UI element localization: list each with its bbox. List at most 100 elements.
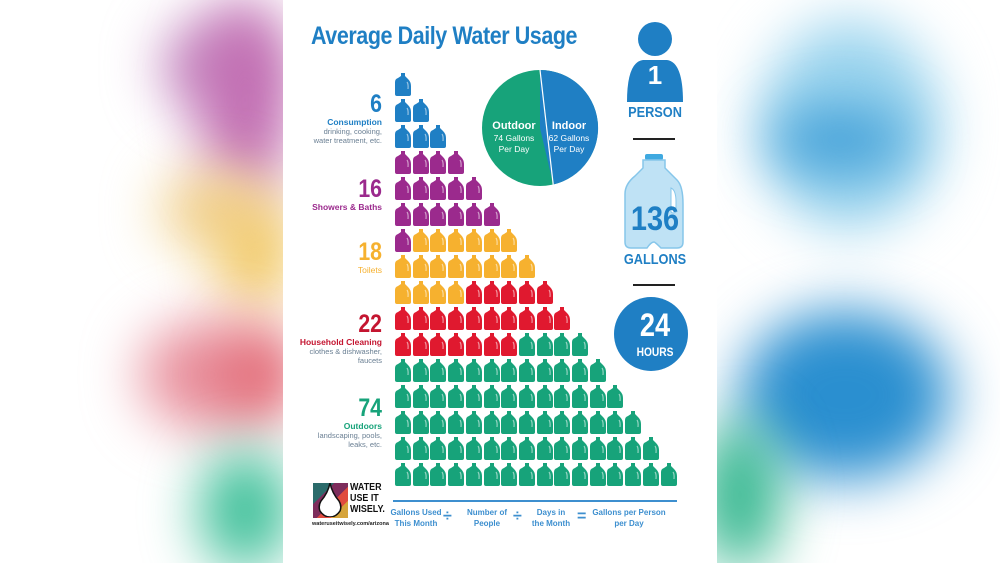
pie-label-outdoor: Outdoor 74 Gallons Per Day <box>486 119 542 155</box>
water-drop-icon <box>318 483 342 517</box>
gallon-jug-icon <box>430 307 447 330</box>
divider <box>633 284 675 286</box>
gallon-jug-icon <box>395 99 411 122</box>
formula-rule <box>393 500 677 502</box>
formula-text: Number of <box>467 508 507 517</box>
category-value: 18 <box>358 238 382 266</box>
gallon-jug-icon <box>554 437 571 460</box>
category-value: 74 <box>358 394 382 422</box>
gallon-jug-icon <box>483 437 500 460</box>
gallon-jug-icon <box>518 333 535 356</box>
gallon-jug-icon <box>483 307 500 330</box>
hours-badge <box>614 297 688 371</box>
gallon-jug-icon <box>607 411 624 434</box>
gallon-jug-icon <box>448 437 465 460</box>
person-label: PERSON <box>628 104 682 121</box>
pie-outdoor-unit: Per Day <box>498 144 530 154</box>
gallon-jug-icon <box>430 203 447 226</box>
gallon-jug-icon <box>465 255 482 278</box>
gallon-jug-icon <box>483 411 500 434</box>
gallon-jug-icon <box>465 203 482 226</box>
gallon-jug-icon <box>412 333 429 356</box>
logo-line: USE IT <box>350 492 379 504</box>
gallon-jug-icon <box>572 463 588 486</box>
formula-text: Gallons per Person <box>592 508 666 517</box>
gallon-jug-icon <box>395 385 411 408</box>
gallon-jug-icon <box>554 463 571 486</box>
gallon-jug-icon <box>501 463 518 486</box>
logo-line: WATER <box>350 481 382 493</box>
category-subtext: water treatment, etc. <box>313 136 382 145</box>
gallon-jug-icon <box>554 411 571 434</box>
gallon-jug-icon <box>518 359 535 382</box>
pie-indoor-title: Indoor <box>551 120 587 132</box>
gallon-jug-icon <box>430 359 447 382</box>
gallon-jug-icon <box>536 333 553 356</box>
category-outdoors: 74 Outdoors landscaping, pools, leaks, e… <box>282 394 382 450</box>
gallon-jug-icon <box>536 281 553 304</box>
pie-label-indoor: Indoor 62 Gallons Per Day <box>543 119 595 155</box>
category-label: Outdoors <box>343 421 382 431</box>
category-value: 16 <box>358 175 382 203</box>
category-value: 22 <box>358 310 382 338</box>
gallon-jug-icon <box>395 203 411 226</box>
gallon-jug-icon <box>430 229 447 252</box>
gallon-jug-icon <box>448 333 465 356</box>
gallon-jug-icon <box>448 281 465 304</box>
gallon-jug-icon <box>430 177 447 200</box>
gallon-jug-icon <box>501 385 518 408</box>
gallon-jug-icon <box>412 255 429 278</box>
gallon-jug-icon <box>448 359 465 382</box>
gallon-jug-icon <box>625 463 642 486</box>
category-label: Toilets <box>357 265 382 275</box>
gallon-jug-icon <box>625 437 642 460</box>
gallon-jug-icon <box>483 359 500 382</box>
gallon-jug-icon <box>589 385 606 408</box>
gallon-jug-icon <box>412 281 429 304</box>
category-value: 6 <box>370 90 382 118</box>
gallon-jug-icon <box>554 333 571 356</box>
gallon-jug-icon <box>642 463 659 486</box>
gallon-jug-icon <box>430 125 447 148</box>
gallon-jug-icon <box>589 437 606 460</box>
gallon-jug-icon <box>607 437 624 460</box>
gallon-jug-icon <box>572 437 588 460</box>
gallon-jug-icon <box>465 411 482 434</box>
gallon-jug-icon <box>412 151 429 174</box>
formula-text: Days in <box>536 508 566 517</box>
gallon-jug-icon <box>501 359 518 382</box>
category-label: Consumption <box>327 117 382 127</box>
gallon-jug-icon <box>412 359 429 382</box>
gallon-jug-icon <box>554 307 571 330</box>
gallon-jug-icon <box>501 229 518 252</box>
chart-title: Average Daily Water Usage <box>311 22 578 50</box>
pie-indoor-unit: Per Day <box>553 144 585 154</box>
gallon-jug-icon <box>518 411 535 434</box>
gallon-jug-icon <box>483 463 500 486</box>
divide-icon: ÷ <box>443 508 452 525</box>
category-showers: 16 Showers & Baths <box>282 175 382 213</box>
gallon-jug-icon <box>448 307 465 330</box>
gallon-jug-icon <box>430 255 447 278</box>
logo-url: wateruseitwisely.com/arizona <box>312 521 389 527</box>
gallon-jug-icon <box>395 411 411 434</box>
gallon-jug-icon <box>536 463 553 486</box>
gallon-jug-icon <box>536 437 553 460</box>
gallon-jug-icon <box>572 385 588 408</box>
gallon-jug-icon <box>483 385 500 408</box>
indoor-outdoor-pie-chart <box>482 69 599 186</box>
gallon-jug-icon <box>518 307 535 330</box>
category-consumption: 6 Consumption drinking, cooking, water t… <box>282 90 382 146</box>
gallon-jug-icon <box>412 125 429 148</box>
gallon-jug-icon <box>589 359 606 382</box>
gallon-jug-icon <box>465 229 482 252</box>
gallon-jug-icon <box>624 154 684 249</box>
category-toilets: 18 Toilets <box>282 238 382 276</box>
gallon-jug-icon <box>395 359 411 382</box>
gallon-jug-icon <box>395 463 411 486</box>
person-number: 1 <box>647 60 663 90</box>
gallon-jug-icon <box>501 437 518 460</box>
gallon-jug-icon <box>625 411 642 434</box>
divider <box>633 138 675 140</box>
category-label: Household Cleaning <box>299 337 382 347</box>
